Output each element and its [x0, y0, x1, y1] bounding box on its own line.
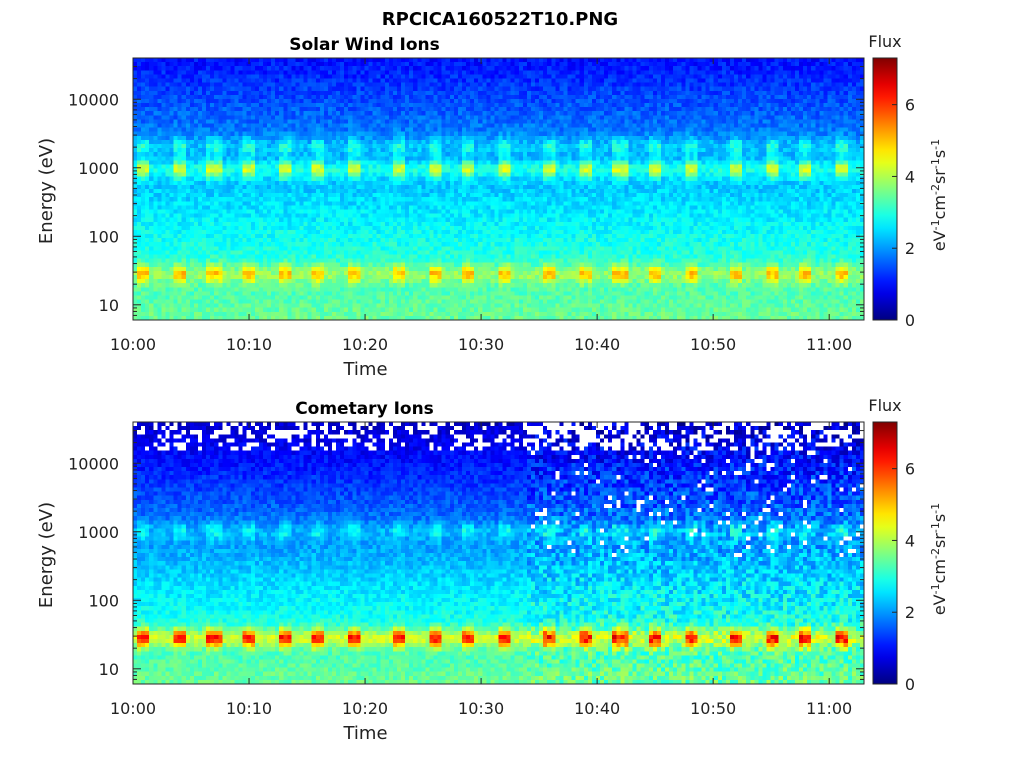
colorbar [872, 421, 898, 685]
panel-cometary: Cometary Ions 10:00 10:10 10:20 10:30 10:40 10… [36, 396, 949, 744]
colorbar-title: Flux [868, 396, 901, 415]
colorbar-label: eV-1cm-2sr-1s-1 [929, 503, 950, 615]
x-tick-label: 10:50 [690, 699, 736, 718]
colorbar-tick-label: 4 [905, 531, 915, 550]
y-tick-label: 10000 [68, 454, 119, 473]
x-tick-label: 10:20 [342, 699, 388, 718]
x-axis-label: Time [342, 723, 387, 744]
x-tick-label: 11:00 [806, 699, 852, 718]
y-tick-label: 10 [99, 660, 119, 679]
spectrogram-heatmap [133, 422, 864, 684]
panel-solar-wind: Solar Wind Ions 10:00 10:10 10:20 10:30 10:40… [36, 32, 949, 380]
x-tick-label: 10:30 [458, 699, 504, 718]
colorbar [872, 57, 898, 321]
panel-title: Solar Wind Ions [289, 35, 440, 55]
x-tick-label: 10:40 [574, 335, 620, 354]
colorbar-tick-label: 4 [905, 167, 915, 186]
x-tick-label: 10:20 [342, 335, 388, 354]
plot-frame [132, 421, 865, 685]
panel-title: Cometary Ions [295, 399, 434, 419]
y-tick-label: 1000 [78, 523, 119, 542]
x-tick-label: 11:00 [806, 335, 852, 354]
colorbar-tick-label: 2 [905, 239, 915, 258]
colorbar-tick-label: 0 [905, 311, 915, 330]
colorbar-tick-label: 6 [905, 96, 915, 115]
y-tick-label: 10000 [68, 90, 119, 109]
x-tick-label: 10:10 [226, 335, 272, 354]
colorbar-tick-label: 6 [905, 460, 915, 479]
figure-title: RPCICA160522T10.PNG [382, 9, 618, 30]
x-tick-label: 10:00 [110, 699, 156, 718]
colorbar-tick-label: 2 [905, 603, 915, 622]
plot-frame [132, 57, 865, 321]
x-tick-label: 10:30 [458, 335, 504, 354]
y-tick-label: 1000 [78, 159, 119, 178]
x-tick-label: 10:40 [574, 699, 620, 718]
colorbar-title: Flux [868, 32, 901, 51]
colorbar-tick-label: 0 [905, 675, 915, 694]
y-tick-label: 100 [88, 591, 119, 610]
x-tick-label: 10:10 [226, 699, 272, 718]
colorbar-label: eV-1cm-2sr-1s-1 [929, 139, 950, 251]
y-tick-label: 10 [99, 296, 119, 315]
y-tick-label: 100 [88, 227, 119, 246]
y-axis-label: Energy (eV) [36, 502, 57, 608]
spectrogram-heatmap [133, 58, 864, 320]
y-axis-label: Energy (eV) [36, 138, 57, 244]
x-tick-label: 10:00 [110, 335, 156, 354]
x-tick-label: 10:50 [690, 335, 736, 354]
x-axis-label: Time [342, 359, 387, 380]
